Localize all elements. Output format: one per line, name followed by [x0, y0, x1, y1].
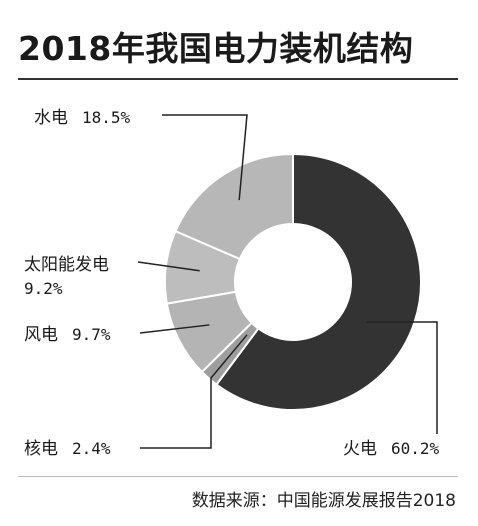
donut-chart: [137, 114, 438, 449]
slice-thermal: [215, 152, 422, 411]
slice-value-nuclear: 2.4%: [72, 439, 111, 458]
slice-name-solar: 太阳能发电: [24, 255, 109, 275]
chart-title: 2018年我国电力装机结构: [18, 29, 414, 68]
slice-label-hydro: 水电 18.5%: [34, 103, 130, 128]
slice-label-wind: 风电 9.7%: [24, 320, 111, 345]
slice-name-nuclear: 核电: [24, 439, 58, 459]
slice-name-thermal: 火电: [343, 439, 377, 459]
leader-line-hydro: [162, 114, 248, 201]
slice-value-hydro: 18.5%: [82, 108, 131, 127]
leader-line-nuclear: [140, 334, 248, 449]
slice-hydro: [174, 152, 294, 261]
slice-value-solar: 9.2%: [24, 279, 63, 298]
slice-name-wind: 风电: [24, 325, 58, 345]
source-note: 数据来源：中国能源发展报告2018: [191, 491, 456, 511]
slice-label-nuclear: 核电 2.4%: [24, 434, 111, 459]
leader-line-wind: [139, 324, 210, 334]
slice-label-thermal: 火电 60.2%: [343, 434, 439, 459]
title-divider: [18, 78, 458, 80]
leader-line-solar: [137, 261, 200, 272]
leader-line-thermal: [367, 321, 438, 434]
slice-value-thermal: 60.2%: [391, 439, 440, 458]
slice-value-wind: 9.7%: [72, 325, 111, 344]
slice-label-solar: 太阳能发电 9.2%: [24, 250, 109, 298]
source-divider: [18, 476, 458, 477]
slice-name-hydro: 水电: [34, 108, 68, 128]
